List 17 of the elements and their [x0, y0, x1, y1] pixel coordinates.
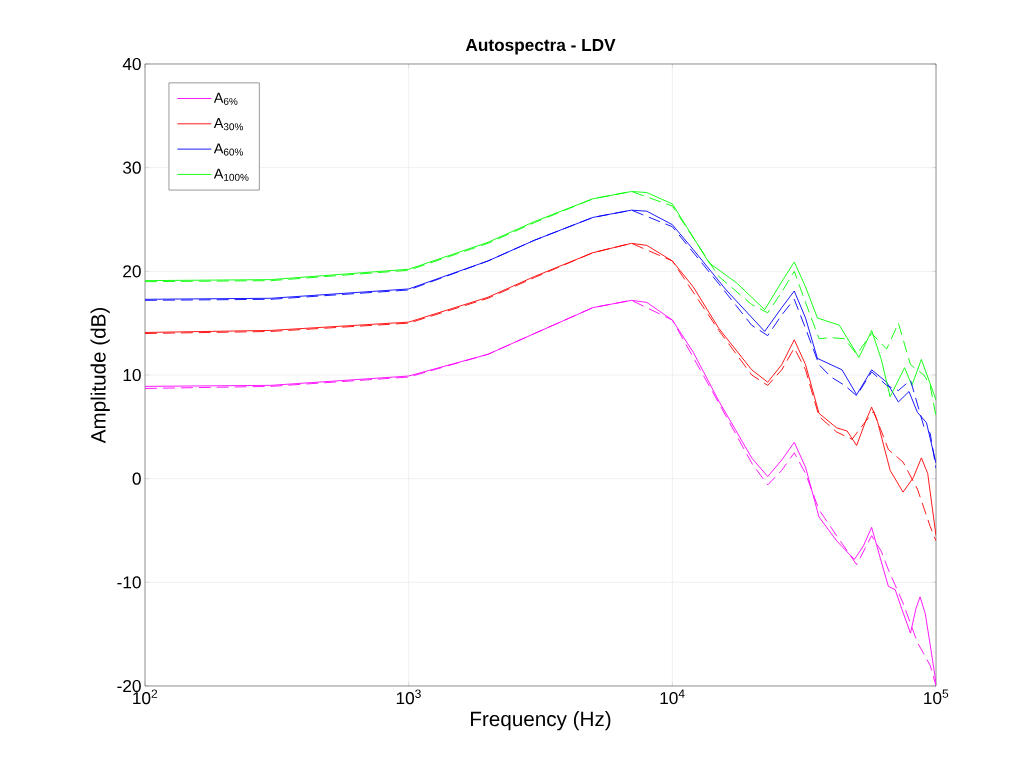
y-tick-label: 20 [123, 265, 141, 278]
x-tick-label: 10$^{5}$ [924, 689, 949, 705]
y-tick-label: -20 [117, 679, 141, 693]
y-tick-label: 30 [123, 161, 141, 174]
y-tick-label: 0 [132, 472, 141, 485]
y-tick-label: -10 [117, 576, 141, 589]
legend-label: A$_{6%}$ [213, 92, 238, 105]
x-tick-label: 10$^{3}$ [396, 689, 421, 705]
y-axis-title: Amplitude (dB) [90, 307, 110, 444]
legend-label: A$_{100%}$ [213, 168, 249, 181]
x-axis-title: Frequency (Hz) [471, 711, 611, 731]
x-tick-label: 10$^{4}$ [660, 689, 685, 705]
legend-label: A$_{60%}$ [213, 143, 243, 156]
chart-title: Autospectra - LDV [465, 39, 616, 55]
y-tick-label: 40 [122, 57, 141, 71]
y-tick-label: 10 [123, 368, 141, 382]
legend-label: A$_{30%}$ [213, 118, 243, 131]
